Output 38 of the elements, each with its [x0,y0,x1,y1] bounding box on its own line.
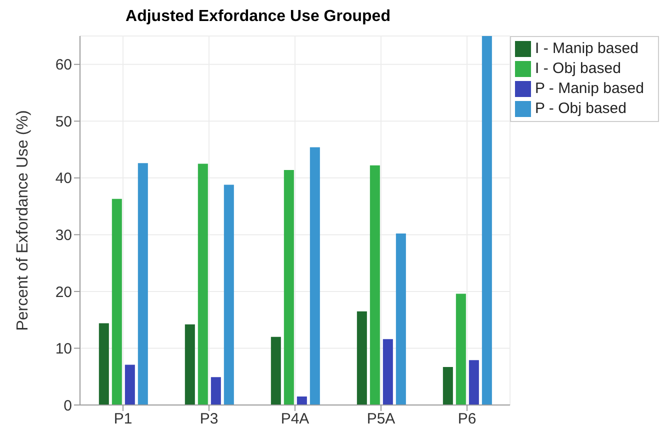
legend-label: I - Obj based [535,60,621,77]
bar [198,164,208,405]
bar [124,364,135,405]
bar [482,36,492,405]
x-tick-label: P5A [366,410,396,428]
bar [296,396,307,405]
y-tick-label: 50 [55,113,72,130]
bar [356,311,367,405]
bar [456,294,466,405]
y-tick-label: 60 [55,56,72,74]
x-tick-label: P3 [200,410,218,428]
bar [310,147,320,405]
x-tick-label: P6 [458,410,476,428]
legend-label: P - Manip based [535,80,644,97]
bar [382,339,393,405]
bar [396,234,406,405]
bar [138,163,148,405]
bar [270,336,281,405]
bar [112,198,122,405]
bar [184,324,195,405]
chart-title: Adjusted Exfordance Use Grouped [124,8,392,27]
legend-label: P - Obj based [535,100,626,117]
bar [284,170,294,405]
y-tick-label: 10 [55,340,72,358]
bar [210,377,221,405]
y-tick-label: 0 [64,397,72,414]
legend-label: I - Manip based [535,40,638,57]
y-tick-label: 20 [55,284,72,301]
y-tick-label: 30 [55,227,72,244]
y-tick-label: 40 [55,170,72,188]
bar [468,360,479,405]
x-tick-label: P1 [114,410,132,428]
bar [370,165,380,405]
bar [442,366,453,405]
bar [98,323,109,405]
y-axis-title: Percent of Exfordance Use (%) [14,110,32,331]
x-tick-label: P4A [280,410,310,428]
bar [224,184,234,405]
